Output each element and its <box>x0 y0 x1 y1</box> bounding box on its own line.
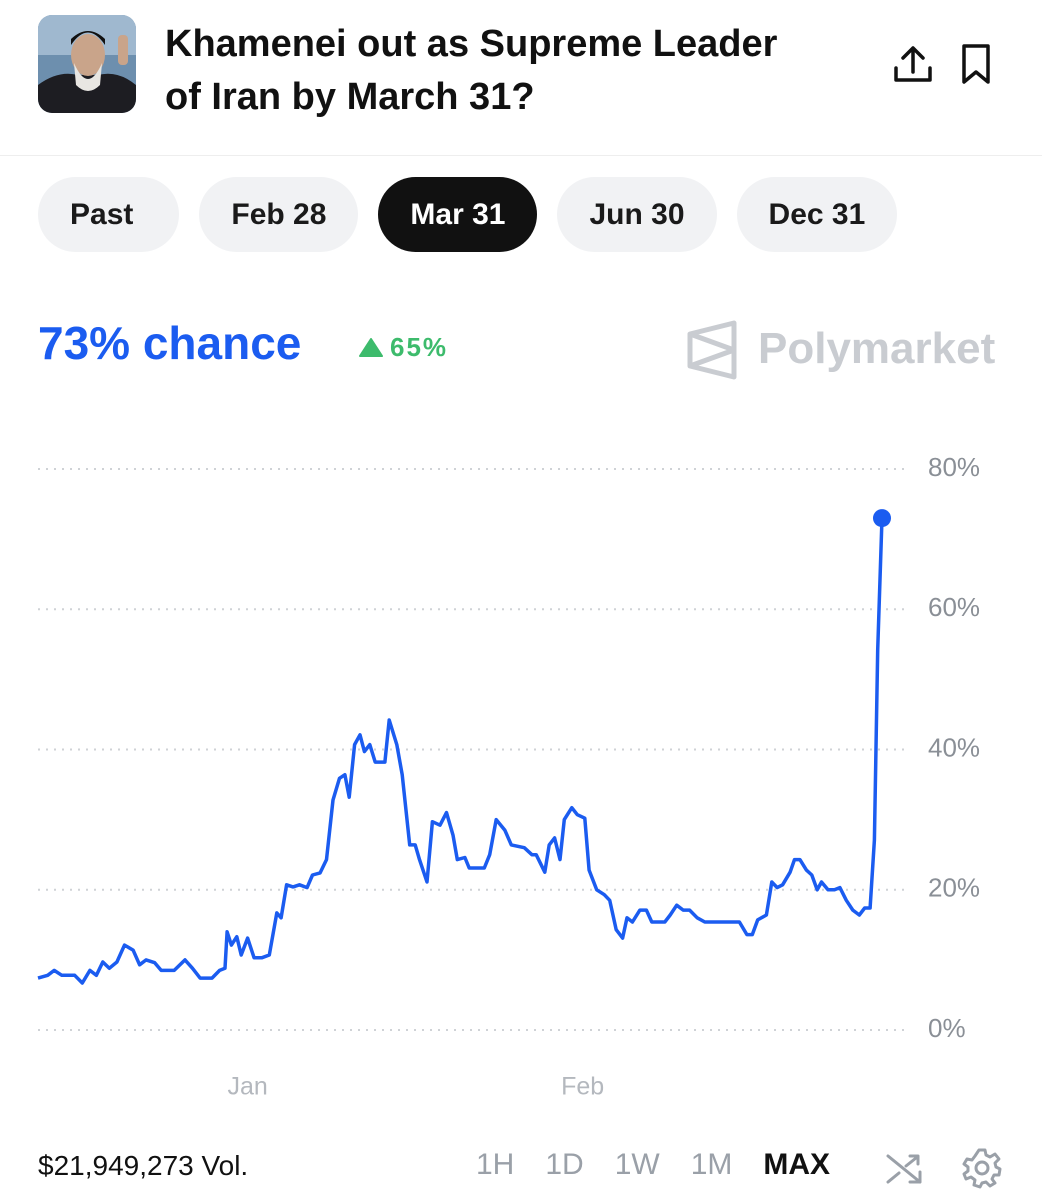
end-point <box>873 509 891 528</box>
tab-label: Feb 28 <box>231 197 327 231</box>
date-tab[interactable]: Mar 31 <box>378 177 538 252</box>
range-button[interactable]: 1H <box>476 1148 515 1181</box>
y-tick-label: 20% <box>928 873 980 903</box>
y-tick-label: 40% <box>928 732 980 762</box>
x-tick-label: Feb <box>561 1073 604 1101</box>
bookmark-button[interactable] <box>958 42 994 88</box>
range-buttons: 1H 1D 1W 1M MAX <box>476 1148 830 1182</box>
divider <box>0 155 1042 156</box>
brand-logo <box>687 320 737 380</box>
y-tick-label: 80% <box>928 452 980 482</box>
date-tab[interactable]: Feb 28 <box>199 177 359 252</box>
y-tick-label: 60% <box>928 592 980 622</box>
date-tab[interactable]: Past <box>38 177 180 252</box>
y-tick-label: 0% <box>928 1013 966 1043</box>
market-title: Khamenei out as Supreme Leader of Iran b… <box>165 23 778 118</box>
date-tab[interactable]: Jun 30 <box>557 177 717 252</box>
range-button[interactable]: 1W <box>614 1148 660 1181</box>
tab-label: Jun 30 <box>589 197 685 231</box>
range-button[interactable]: 1D <box>545 1148 584 1181</box>
range-button[interactable]: 1M <box>690 1148 733 1181</box>
shuffle-button[interactable] <box>884 1148 924 1188</box>
chance: 73% chance <box>38 317 302 369</box>
x-tick-label: Jan <box>227 1073 267 1101</box>
tab-label: Past <box>70 197 134 231</box>
tab-label: Mar 31 <box>410 197 506 231</box>
share-button[interactable] <box>890 42 936 88</box>
brand: Polymarket <box>758 324 996 373</box>
date-tab[interactable]: Dec 31 <box>736 177 898 252</box>
price-line <box>37 518 884 985</box>
date-tabs: Past Feb 28 Mar 31 Jun 30 Dec 31 <box>38 177 898 252</box>
settings-button[interactable] <box>960 1146 1004 1190</box>
change: 65% <box>390 332 449 362</box>
tab-label: Dec 31 <box>768 197 866 231</box>
up-arrow <box>359 338 383 357</box>
volume: $21,949,273 Vol. <box>38 1150 249 1181</box>
range-button[interactable]: MAX <box>763 1148 831 1181</box>
market-image <box>38 15 136 113</box>
